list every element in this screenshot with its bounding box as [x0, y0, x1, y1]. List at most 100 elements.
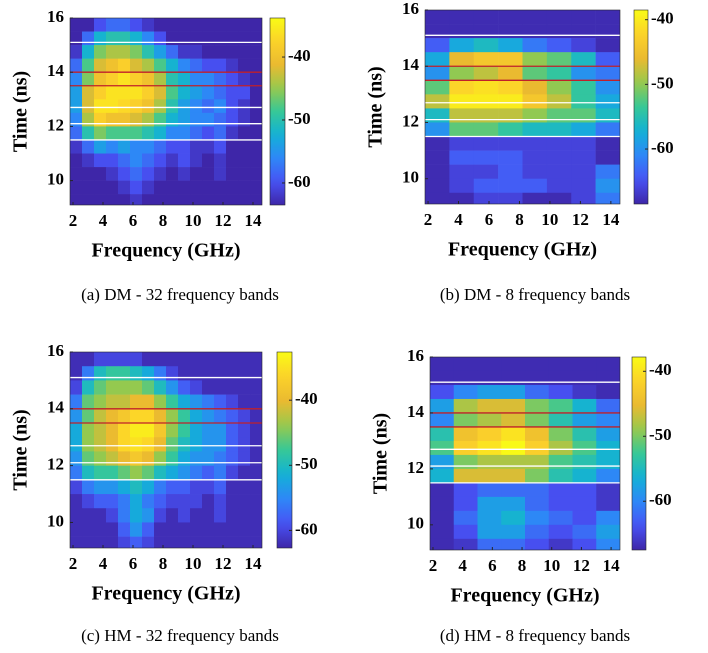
heatmap-cell	[525, 412, 550, 428]
heatmap-cell	[214, 18, 227, 32]
heatmap-cell	[226, 479, 239, 495]
x-axis-label: Frequency (GHz)	[91, 240, 240, 262]
heatmap-cell	[250, 494, 262, 509]
heatmap-cell	[106, 45, 119, 59]
plot-frame	[424, 9, 621, 205]
heatmap-cell	[202, 352, 215, 367]
heatmap-cell	[501, 538, 526, 550]
heatmap-cell	[70, 522, 83, 537]
x-tick-label: 8	[515, 210, 524, 229]
heatmap-cell	[118, 139, 131, 154]
x-tick-label: 4	[458, 556, 467, 575]
heatmap-cell	[166, 139, 179, 154]
heatmap-cell	[425, 94, 450, 109]
heatmap-cell	[202, 194, 215, 205]
heatmap-cell	[130, 139, 143, 154]
heatmap-cell	[214, 408, 227, 424]
heatmap-cell	[142, 380, 155, 395]
heatmap-cell	[202, 451, 215, 466]
heatmap-cell	[250, 394, 262, 410]
heatmap-cell	[190, 99, 203, 114]
heatmap-cell	[430, 468, 455, 484]
heatmap-cell	[214, 72, 227, 87]
heatmap-cell	[572, 538, 597, 550]
heatmap-cell	[82, 112, 95, 127]
heatmap-cell	[118, 366, 131, 381]
heatmap-cell	[449, 10, 475, 25]
heatmap-cell	[596, 426, 620, 442]
heatmap-cell	[250, 112, 262, 127]
heatmap-cell	[106, 58, 119, 73]
heatmap-cell	[595, 52, 620, 67]
heatmap-cell	[166, 479, 179, 495]
heatmap-cell	[473, 52, 499, 67]
heatmap-cell	[166, 85, 179, 100]
heatmap-cell	[473, 150, 499, 165]
x-tick-label: 10	[543, 556, 560, 575]
heatmap-cell	[477, 440, 502, 456]
heatmap-cell	[106, 366, 119, 381]
heatmap-cell	[190, 85, 203, 100]
heatmap-cell	[178, 366, 191, 381]
heatmap-cell	[522, 150, 548, 165]
heatmap-cell	[106, 423, 119, 438]
heatmap-cell	[546, 10, 572, 25]
colorbar-tick-label: -50	[649, 425, 672, 444]
heatmap-cell	[82, 494, 95, 509]
heatmap-cell	[449, 150, 475, 165]
heatmap-cell	[250, 85, 262, 100]
heatmap-cell	[522, 192, 548, 204]
heatmap-cell	[142, 72, 155, 87]
heatmap-cell	[250, 465, 262, 481]
heatmap-cell	[106, 522, 119, 537]
heatmap-cell	[525, 398, 550, 414]
heatmap-cell	[106, 139, 119, 154]
heatmap-cell	[70, 479, 83, 495]
heatmap-cell	[202, 18, 215, 32]
heatmap-cell	[238, 153, 251, 168]
heatmap-cell	[130, 352, 143, 367]
heatmap-cell	[238, 58, 251, 73]
heatmap-cell	[250, 479, 262, 495]
heatmap-cell	[178, 31, 191, 46]
heatmap-cell	[130, 194, 143, 205]
heatmap-cell	[425, 108, 450, 123]
heatmap-cell	[142, 394, 155, 410]
heatmap-cell	[142, 366, 155, 381]
heatmap-cell	[82, 45, 95, 59]
heatmap-cell	[106, 394, 119, 410]
heatmap-cell	[142, 352, 155, 367]
heatmap-cell	[130, 31, 143, 46]
heatmap-cell	[190, 465, 203, 481]
heatmap-cell	[166, 494, 179, 509]
heatmap-cell	[571, 122, 596, 137]
heatmap-cell	[571, 164, 596, 179]
heatmap-cell	[94, 380, 107, 395]
y-axis-label: Time (ns)	[365, 66, 387, 147]
heatmap-cell	[453, 524, 478, 540]
heatmap-cell	[522, 80, 548, 95]
heatmap-cell	[548, 412, 573, 428]
heatmap-cell	[501, 398, 526, 414]
x-tick-label: 12	[572, 210, 589, 229]
heatmap-cell	[130, 479, 143, 495]
y-axis-label: Time (ns)	[370, 413, 392, 494]
heatmap-cell	[154, 194, 167, 205]
heatmap-cell	[190, 479, 203, 495]
heatmap-cell	[501, 426, 526, 442]
heatmap-cell	[498, 150, 523, 165]
heatmap-cell	[546, 136, 572, 151]
heatmap-cell	[94, 522, 107, 537]
heatmap-cell	[425, 38, 450, 53]
heatmap-cell	[596, 496, 620, 512]
heatmap-cell	[154, 139, 167, 154]
heatmap-cell	[190, 408, 203, 424]
heatmap-cell	[453, 496, 478, 512]
heatmap-cell	[118, 479, 131, 495]
heatmap-cell	[118, 126, 131, 141]
heatmap-cell	[425, 122, 450, 137]
heatmap-cell	[214, 380, 227, 395]
heatmap-cell	[226, 408, 239, 424]
heatmap-cell	[154, 479, 167, 495]
heatmap-cell	[106, 536, 119, 548]
